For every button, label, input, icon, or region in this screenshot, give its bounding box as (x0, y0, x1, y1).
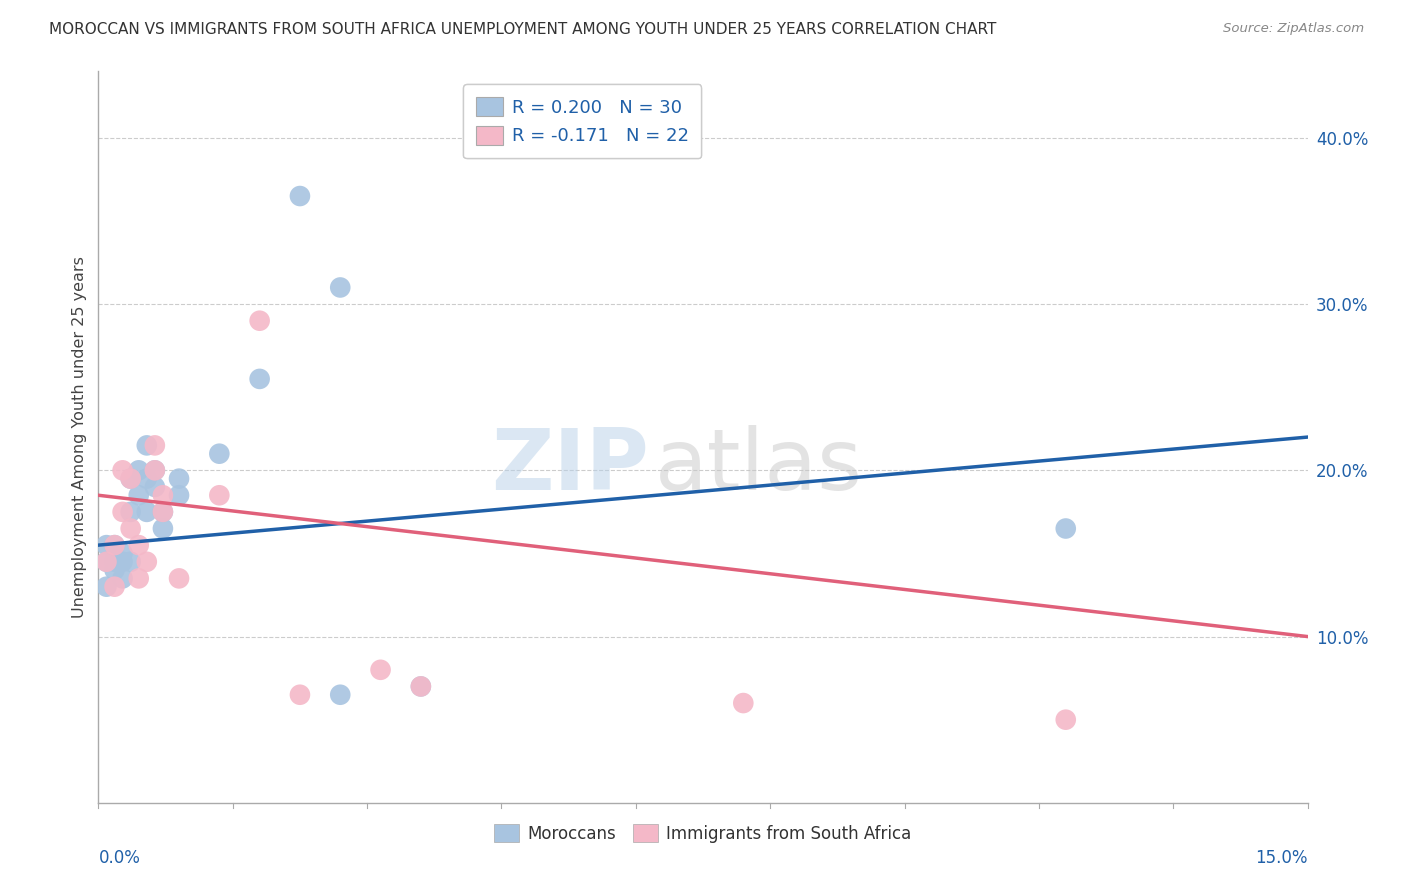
Point (1054, 713, 1077, 727)
Point (329, 688, 352, 702)
Point (143, 463, 166, 477)
Point (288, 688, 311, 702)
Point (208, 447, 231, 461)
Point (733, 696, 755, 710)
Point (111, 555, 134, 569)
Point (288, 189, 311, 203)
Text: atlas: atlas (655, 425, 863, 508)
Text: 0.0%: 0.0% (98, 849, 141, 867)
Point (143, 463, 166, 477)
Point (120, 472, 142, 486)
Point (329, 280, 352, 294)
Point (208, 488, 231, 502)
Point (409, 680, 432, 694)
Point (120, 505, 142, 519)
Point (120, 472, 142, 486)
Text: 15.0%: 15.0% (1256, 849, 1308, 867)
Point (167, 571, 190, 585)
Point (143, 438, 166, 452)
Point (152, 521, 174, 535)
Text: MOROCCAN VS IMMIGRANTS FROM SOUTH AFRICA UNEMPLOYMENT AMONG YOUTH UNDER 25 YEARS: MOROCCAN VS IMMIGRANTS FROM SOUTH AFRICA… (49, 22, 997, 37)
Y-axis label: Unemployment Among Youth under 25 years: Unemployment Among Youth under 25 years (72, 256, 87, 618)
Point (143, 480, 166, 494)
Point (152, 505, 174, 519)
Point (111, 463, 134, 477)
Point (96, 580, 118, 594)
Point (111, 571, 134, 585)
Point (249, 314, 271, 328)
Point (135, 505, 157, 519)
Point (152, 505, 174, 519)
Point (370, 663, 392, 677)
Point (249, 372, 271, 386)
Point (135, 438, 157, 452)
Point (96, 555, 118, 569)
Point (103, 555, 125, 569)
Point (103, 538, 125, 552)
Text: ZIP: ZIP (491, 425, 648, 508)
Point (135, 555, 157, 569)
Point (103, 538, 125, 552)
Point (111, 546, 134, 560)
Point (135, 472, 157, 486)
Point (128, 488, 150, 502)
Point (103, 580, 125, 594)
Point (167, 488, 190, 502)
Point (103, 563, 125, 577)
Point (409, 680, 432, 694)
Point (111, 505, 134, 519)
Point (128, 538, 150, 552)
Legend: R = 0.200   N = 30, R = -0.171   N = 22: R = 0.200 N = 30, R = -0.171 N = 22 (463, 84, 702, 158)
Point (120, 555, 142, 569)
Point (128, 463, 150, 477)
Point (120, 521, 142, 535)
Point (1054, 521, 1077, 535)
Point (152, 488, 174, 502)
Point (128, 571, 150, 585)
Point (167, 472, 190, 486)
Point (96, 538, 118, 552)
Text: Source: ZipAtlas.com: Source: ZipAtlas.com (1223, 22, 1364, 36)
Point (96, 555, 118, 569)
